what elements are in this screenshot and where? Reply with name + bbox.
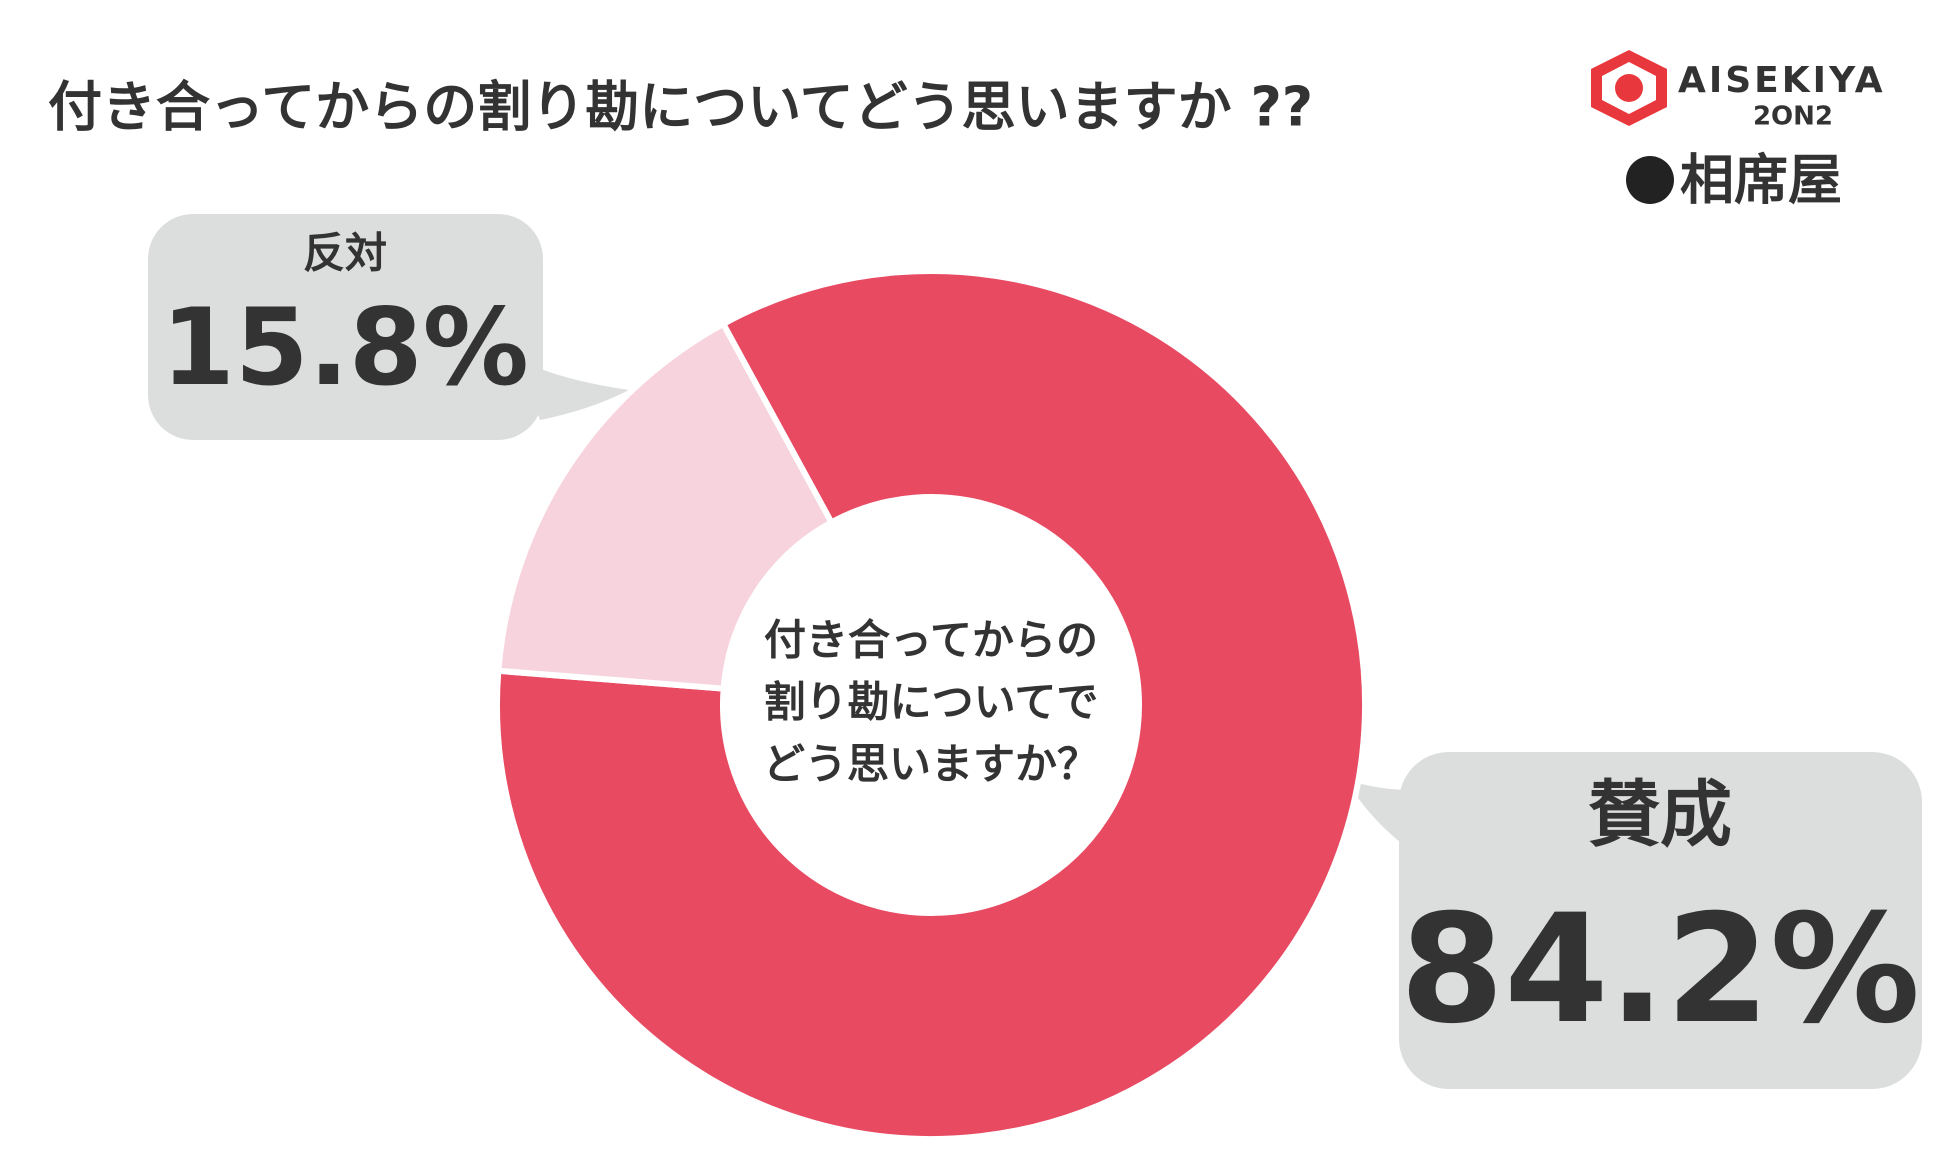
category-label: 反対 [303, 229, 387, 278]
logo: AISEKIYA 2ON2 相席屋 [1591, 50, 1886, 212]
callout-bubble [1399, 752, 1922, 1089]
callout-tail [520, 360, 629, 420]
chart-title: 付き合ってからの割り勘についてどう思いますか ?? [48, 76, 1313, 139]
logo-badge [1626, 156, 1674, 204]
donut-segment [495, 319, 836, 692]
center-label: 割り勘についてで [764, 678, 1099, 727]
callout-bubbles [148, 214, 1922, 1089]
category-label: 賛成 [1588, 773, 1732, 857]
value-label: 15.8% [161, 286, 529, 409]
center-label: どう思いますか？ [763, 740, 1099, 789]
value-label: 84.2% [1400, 883, 1920, 1057]
donut-segment [494, 268, 1368, 1142]
callout-tail [1346, 780, 1410, 850]
logo-brand: AISEKIYA [1678, 60, 1886, 101]
logo-mark [1615, 74, 1643, 102]
center-label: 付き合ってからの [764, 616, 1098, 665]
logo-sub: 2ON2 [1753, 102, 1833, 132]
callout-bubble [148, 214, 543, 440]
logo-name: 相席屋 [1680, 149, 1842, 212]
